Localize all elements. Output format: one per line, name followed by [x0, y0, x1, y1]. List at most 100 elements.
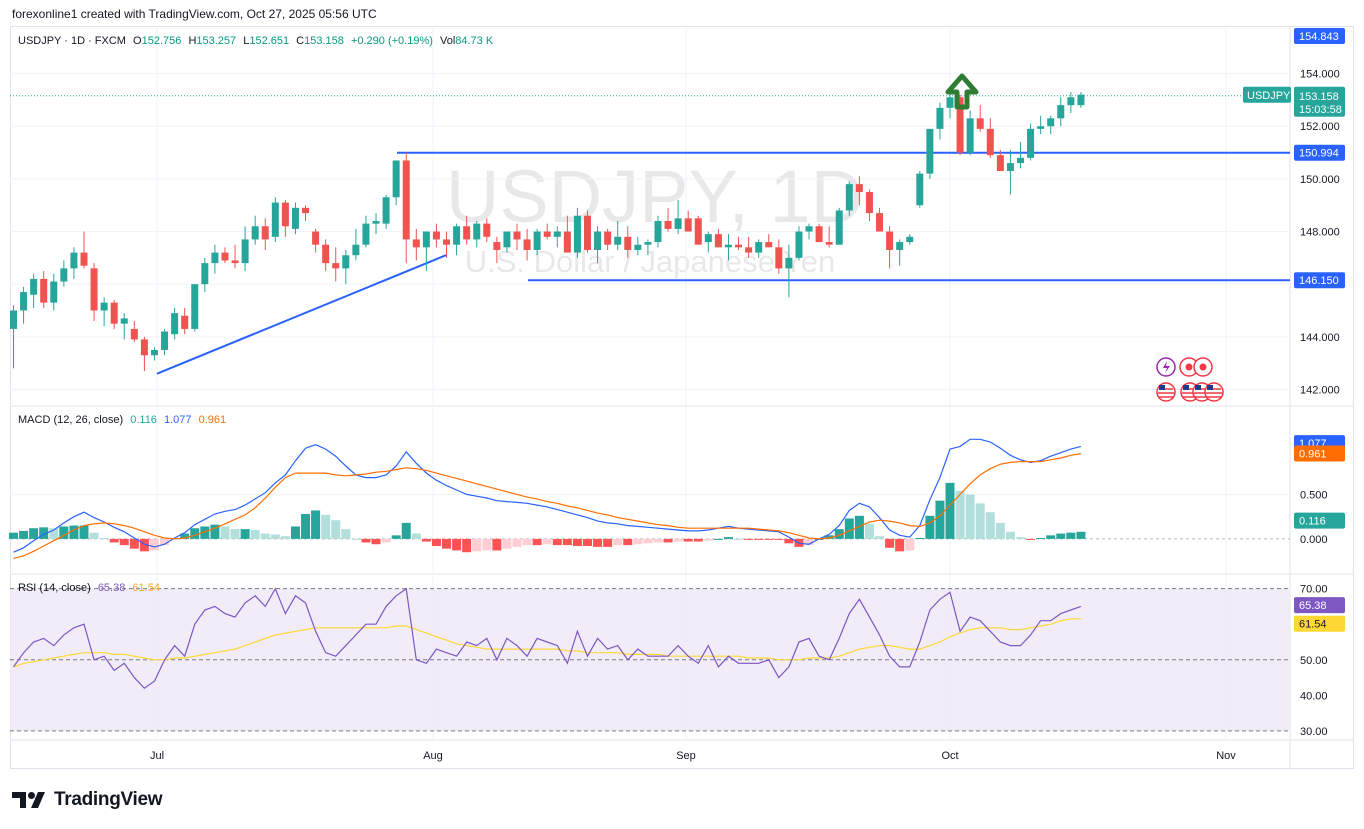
candle[interactable]	[896, 239, 904, 266]
candle[interactable]	[523, 228, 531, 261]
candle[interactable]	[664, 207, 672, 232]
candle[interactable]	[936, 102, 944, 140]
candle[interactable]	[281, 199, 289, 237]
candle[interactable]	[735, 236, 743, 250]
uptrend-line[interactable]	[156, 254, 447, 375]
candle[interactable]	[171, 307, 179, 340]
candle[interactable]	[543, 223, 551, 240]
candle[interactable]	[805, 223, 813, 240]
candle[interactable]	[201, 257, 209, 293]
candle[interactable]	[60, 260, 68, 287]
symbol-label[interactable]: USDJPY · 1D · FXCM	[18, 35, 126, 47]
candle[interactable]	[453, 223, 461, 256]
candle[interactable]	[503, 231, 511, 253]
candle[interactable]	[563, 215, 571, 253]
candle[interactable]	[70, 247, 78, 279]
candle[interactable]	[20, 286, 28, 324]
candle[interactable]	[432, 223, 440, 248]
candle[interactable]	[825, 226, 833, 248]
candle[interactable]	[986, 118, 994, 158]
us-flag-icon[interactable]	[1204, 382, 1224, 402]
candle[interactable]	[181, 307, 189, 335]
candle[interactable]	[1057, 97, 1065, 127]
candle[interactable]	[90, 263, 98, 322]
candle[interactable]	[1037, 115, 1045, 135]
candle[interactable]	[835, 207, 843, 245]
candle[interactable]	[161, 328, 169, 356]
candle[interactable]	[533, 228, 541, 256]
candle[interactable]	[392, 160, 400, 206]
candle[interactable]	[694, 215, 702, 245]
candle[interactable]	[463, 215, 471, 245]
candle[interactable]	[765, 234, 773, 248]
candle[interactable]	[130, 321, 138, 343]
candle[interactable]	[1077, 92, 1085, 108]
candle[interactable]	[906, 234, 914, 245]
candle[interactable]	[382, 194, 390, 229]
candle[interactable]	[745, 236, 753, 258]
candle[interactable]	[916, 170, 924, 208]
candle[interactable]	[674, 199, 682, 235]
candle[interactable]	[704, 231, 712, 253]
candle[interactable]	[583, 210, 591, 253]
candle[interactable]	[815, 223, 823, 243]
candle[interactable]	[140, 336, 148, 372]
candle[interactable]	[614, 221, 622, 250]
candle[interactable]	[876, 207, 884, 232]
candle[interactable]	[30, 273, 38, 308]
candle[interactable]	[191, 284, 199, 332]
candle[interactable]	[372, 213, 380, 235]
candle[interactable]	[594, 226, 602, 264]
candle[interactable]	[714, 228, 722, 248]
events-icons[interactable]	[1156, 357, 1224, 402]
candle[interactable]	[221, 247, 229, 264]
candle[interactable]	[40, 271, 48, 308]
candle[interactable]	[624, 226, 632, 258]
candle[interactable]	[976, 105, 984, 132]
candle[interactable]	[604, 228, 612, 250]
candle[interactable]	[80, 231, 88, 269]
candle[interactable]	[795, 226, 803, 261]
candle[interactable]	[553, 226, 561, 248]
candle[interactable]	[1027, 123, 1035, 161]
candle[interactable]	[412, 228, 420, 261]
candle[interactable]	[120, 313, 128, 340]
candle[interactable]	[855, 176, 863, 206]
candle[interactable]	[513, 223, 521, 250]
candle[interactable]	[966, 110, 974, 156]
macd-title[interactable]: MACD (12, 26, close)	[18, 414, 124, 426]
candle[interactable]	[865, 189, 873, 221]
candle[interactable]	[261, 218, 269, 250]
candle[interactable]	[1006, 149, 1014, 195]
candle[interactable]	[150, 347, 158, 361]
us-flag-icon[interactable]	[1156, 382, 1176, 402]
candle[interactable]	[1017, 142, 1024, 169]
candle[interactable]	[312, 228, 320, 253]
candle[interactable]	[362, 215, 370, 248]
candle[interactable]	[654, 215, 662, 248]
candle[interactable]	[926, 128, 934, 179]
candle[interactable]	[241, 226, 249, 272]
candle[interactable]	[755, 239, 763, 258]
candle[interactable]	[684, 210, 692, 232]
candle[interactable]	[1067, 92, 1075, 114]
candle[interactable]	[775, 239, 783, 274]
candle[interactable]	[473, 221, 481, 248]
candle[interactable]	[402, 152, 410, 264]
candle[interactable]	[302, 205, 310, 221]
candle[interactable]	[422, 231, 430, 272]
candle[interactable]	[211, 244, 219, 274]
candle[interactable]	[332, 247, 340, 282]
candle[interactable]	[322, 239, 330, 272]
candle[interactable]	[996, 149, 1004, 171]
candle[interactable]	[1047, 115, 1055, 135]
candle[interactable]	[573, 207, 581, 258]
candle[interactable]	[724, 234, 732, 261]
candle[interactable]	[231, 244, 239, 269]
candle[interactable]	[886, 226, 894, 269]
candle[interactable]	[443, 231, 451, 258]
candle[interactable]	[291, 202, 299, 235]
candle[interactable]	[110, 299, 118, 329]
candle[interactable]	[251, 215, 259, 245]
